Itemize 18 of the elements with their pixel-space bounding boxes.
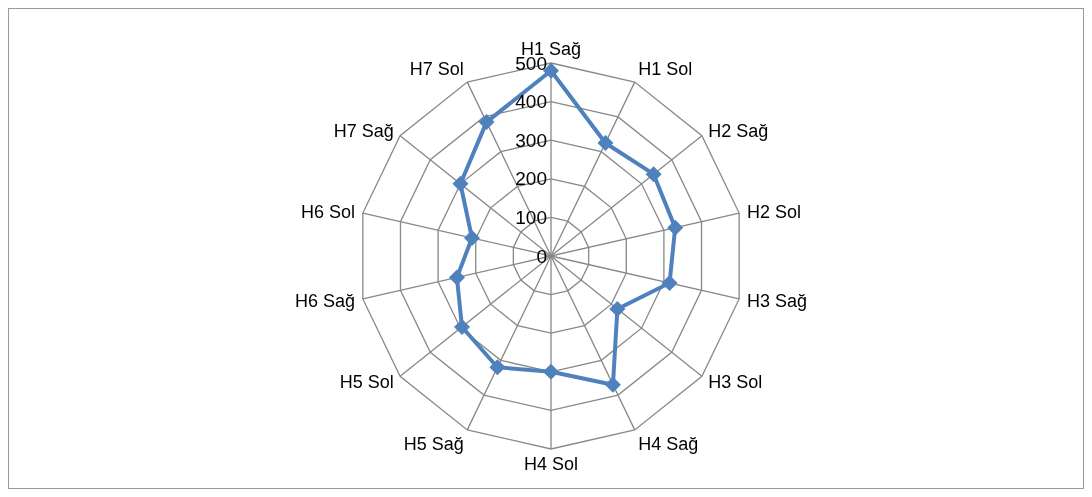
spoke-label: H4 Sağ [638,433,699,454]
spoke-label: H6 Sağ [294,291,356,312]
spoke-label: H6 Sol [301,201,356,222]
spoke-label: H1 Sol [638,58,693,79]
spoke-label: H3 Sol [708,371,763,392]
spoke-label: H7 Sağ [333,121,394,142]
y-tick-label: 0 [536,245,547,267]
spoke-label: H2 Sağ [708,121,769,142]
spoke-label: H5 Sol [339,371,394,392]
spoke-label: H4 Sol [523,453,579,474]
spoke-label: H3 Sağ [746,291,808,312]
y-tick-label: 100 [515,207,547,229]
y-tick-label: 400 [515,91,547,113]
y-tick-label: 300 [515,129,547,151]
spoke-label: H7 Sol [409,58,464,79]
y-tick-label: 200 [515,168,547,190]
spoke-label: H2 Sol [746,201,801,222]
spoke-label: H5 Sağ [403,433,464,454]
